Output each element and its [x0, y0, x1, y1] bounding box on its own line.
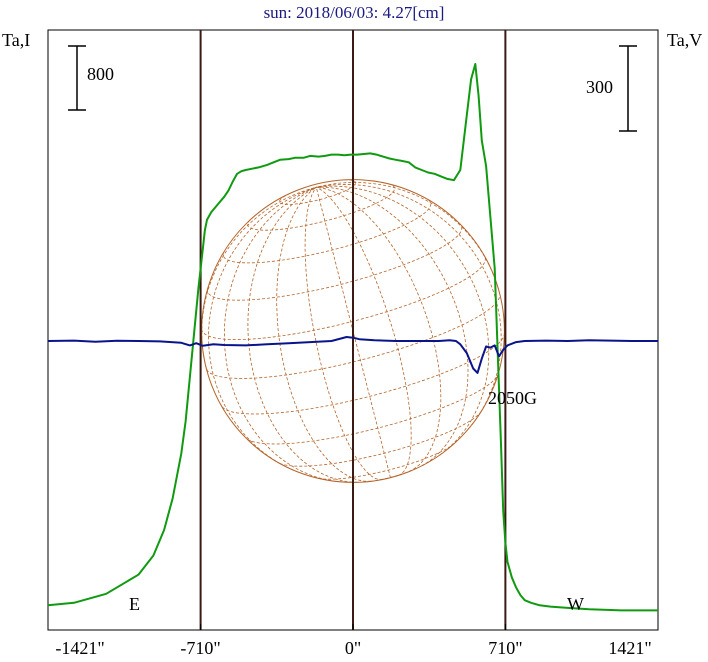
latitude-grid-line	[247, 375, 498, 445]
longitude-grid-line	[315, 187, 391, 478]
series-line-polarization	[47, 336, 658, 374]
limb-and-center-lines	[199, 30, 507, 630]
y-axis-label-right: Ta,V	[667, 30, 703, 50]
scale-bar-left-label: 800	[87, 64, 114, 84]
field-strength-annotation: 2050G	[488, 388, 537, 408]
latitude-grid-line	[201, 256, 486, 341]
data-series	[47, 63, 658, 612]
x-tick-label: 1421"	[608, 638, 652, 658]
limb-marker-east: E	[129, 594, 140, 614]
y-axis-label-left: Ta,I	[2, 30, 31, 50]
x-tick-label: 710"	[488, 638, 523, 658]
longitude-grid-line	[316, 186, 412, 476]
x-tick-marks	[47, 624, 659, 630]
x-tick-label: 0"	[344, 638, 362, 658]
longitude-grid-line	[316, 186, 469, 467]
series-line-intensity	[47, 63, 658, 612]
x-tick-label: -710"	[180, 638, 221, 658]
latitude-grid-line	[222, 199, 432, 264]
longitude-grid-line	[276, 186, 372, 482]
longitude-grid-line	[304, 186, 383, 481]
longitude-grid-line	[224, 186, 337, 482]
x-tick-label: -1421"	[55, 638, 105, 658]
chart-title: sun: 2018/06/03: 4.27[cm]	[263, 3, 445, 22]
longitude-grid-line	[316, 181, 501, 294]
longitude-grid-line	[247, 186, 358, 483]
longitude-grid-line	[316, 186, 442, 472]
latitude-grid-line	[247, 183, 396, 231]
limb-marker-west: W	[567, 594, 584, 614]
scale-bar-right-label: 300	[586, 77, 613, 97]
latitude-grid-line	[279, 411, 482, 467]
longitude-grid-line	[208, 186, 317, 471]
longitude-grid-line	[201, 186, 317, 369]
latitude-grid-line	[207, 223, 463, 301]
longitude-grid-line	[316, 183, 502, 425]
scale-bars	[68, 45, 637, 132]
